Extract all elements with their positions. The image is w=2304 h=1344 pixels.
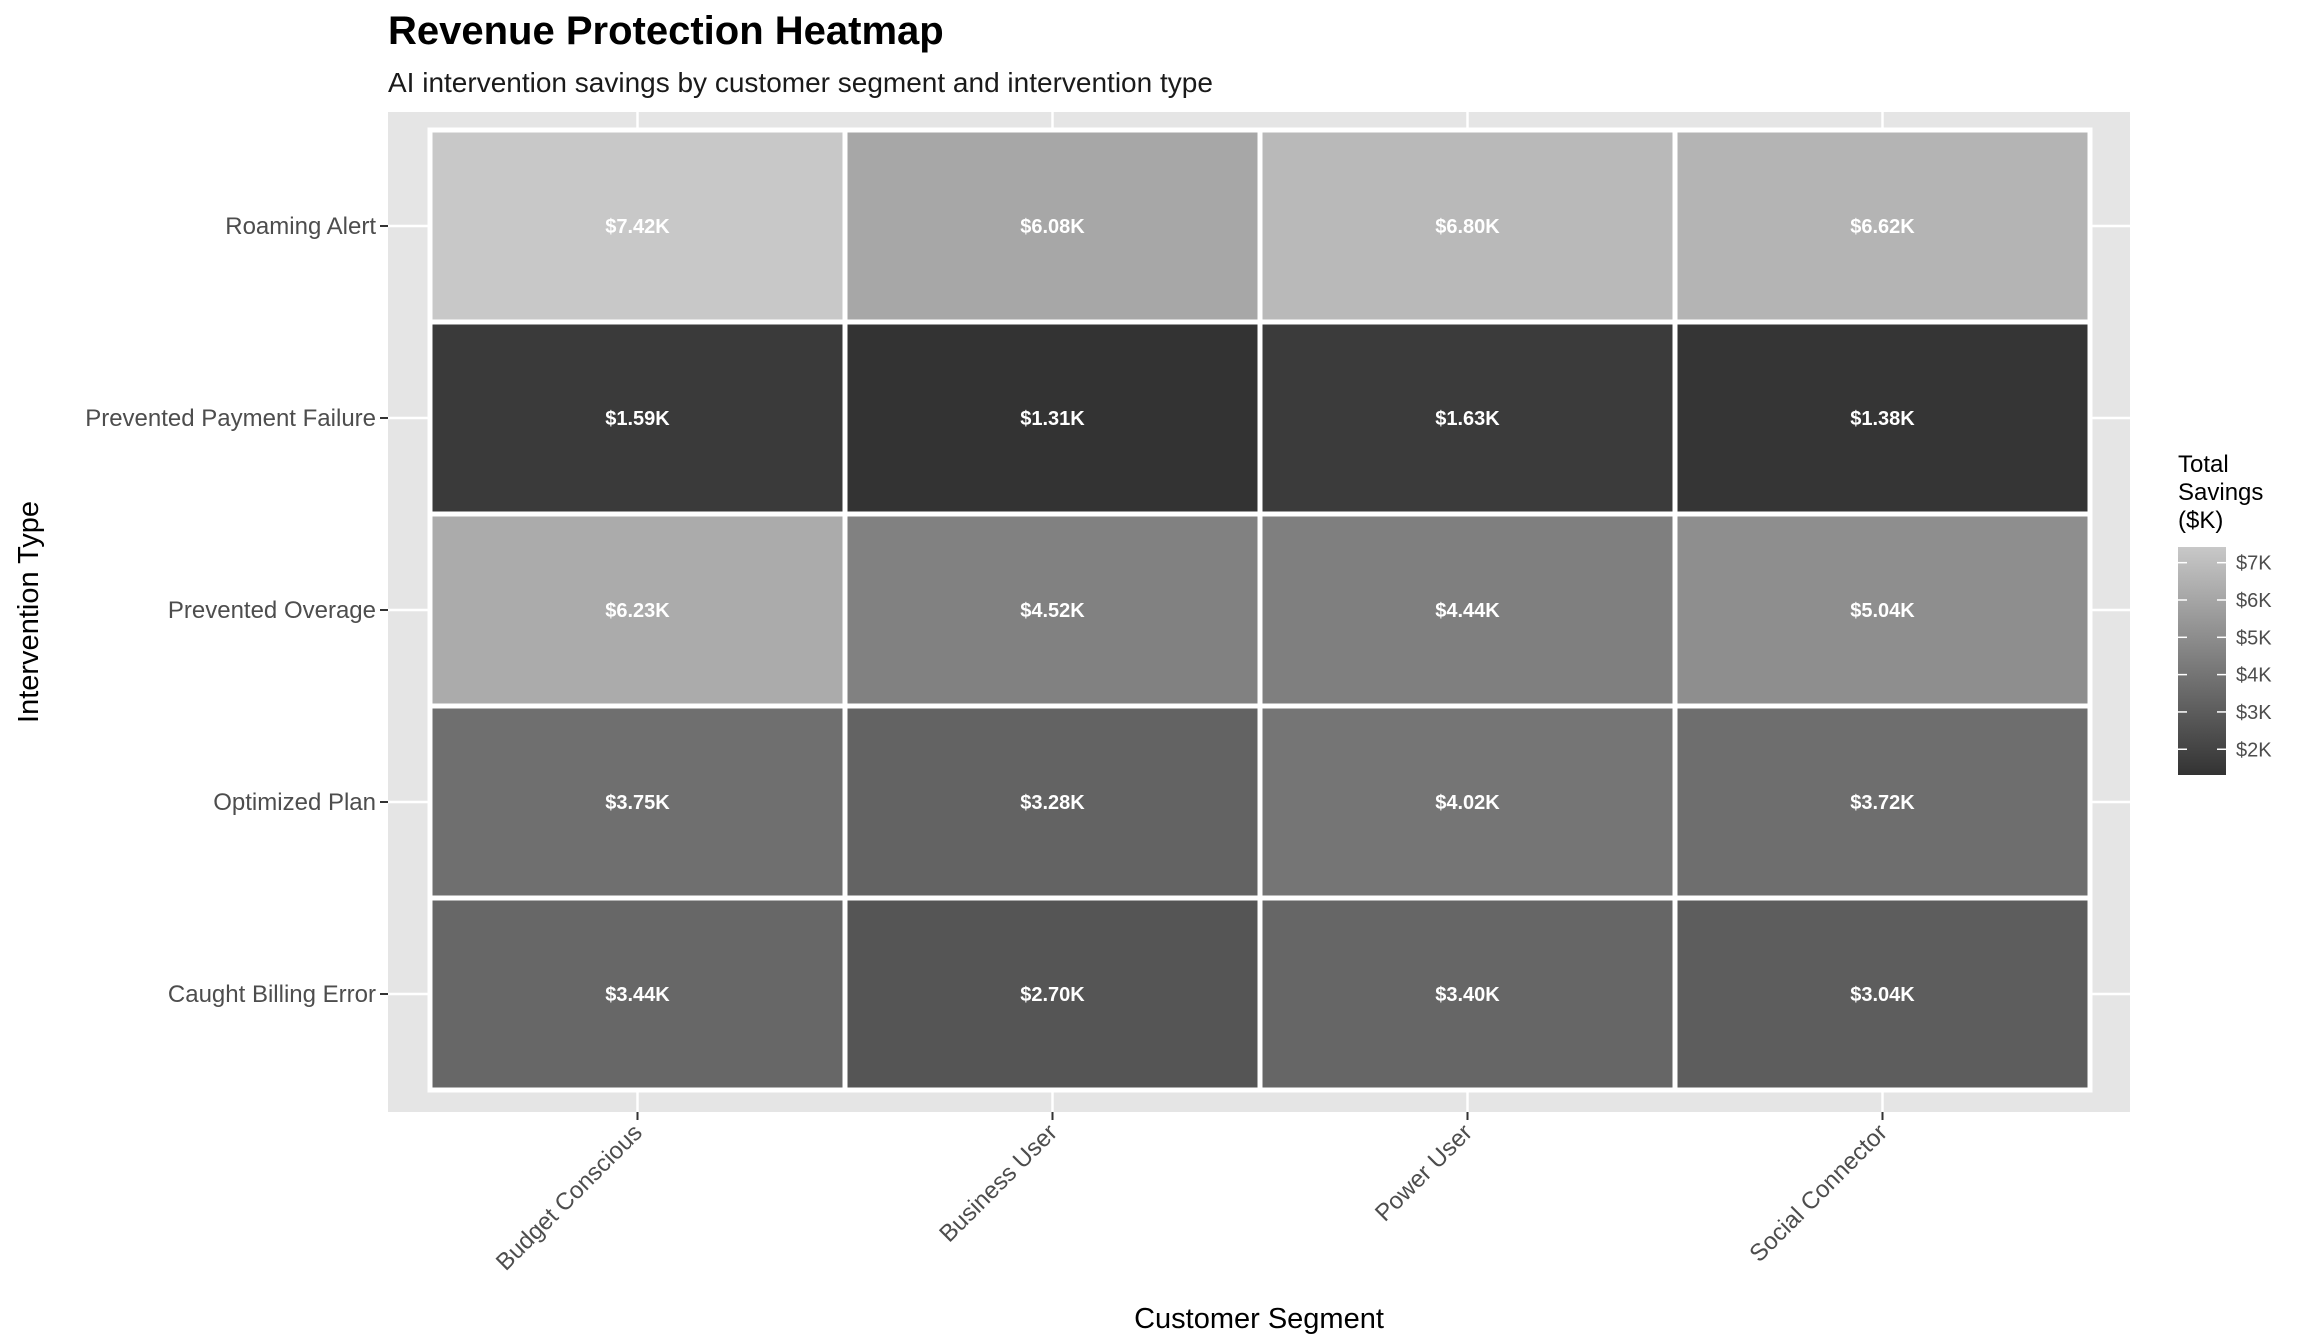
legend-ticks: $2K $3K $4K $5K $6K $7K — [2178, 553, 2272, 761]
x-axis-title: Customer Segment — [1134, 1303, 1384, 1335]
legend-title-line-3: ($K) — [2178, 507, 2223, 534]
heatmap-cell — [1672, 127, 2093, 325]
cell-value-label: $4.02K — [1435, 792, 1500, 814]
heatmap-cells — [427, 127, 2093, 1093]
cell-value-label: $6.08K — [1020, 216, 1085, 238]
cell-value-label: $4.52K — [1020, 600, 1085, 622]
cell-value-label: $3.40K — [1435, 984, 1500, 1006]
cell-value-label: $4.44K — [1435, 600, 1500, 622]
legend-tick-label: $6K — [2236, 590, 2272, 612]
y-axis-title: Intervention Type — [13, 501, 45, 723]
heatmap-cell-labels: $7.42K $6.08K $6.80K $6.62K $1.59K $1.31K $1.6… — [605, 216, 1915, 1006]
cell-value-label: $1.38K — [1850, 408, 1915, 430]
cell-value-label: $5.04K — [1850, 600, 1915, 622]
cell-value-label: $1.59K — [605, 408, 670, 430]
cell-value-label: $6.23K — [605, 600, 670, 622]
heatmap-cell — [1672, 703, 2093, 901]
heatmap-cell — [427, 895, 848, 1093]
x-tick-label: Budget Conscious — [491, 1119, 648, 1276]
cell-value-label: $3.04K — [1850, 984, 1915, 1006]
legend-tick-label: $2K — [2236, 739, 2272, 761]
legend-tick-label: $5K — [2236, 627, 2272, 649]
heatmap-cell — [842, 127, 1263, 325]
y-tick-label: Prevented Payment Failure — [85, 405, 376, 432]
y-axis-ticks: Roaming Alert Prevented Payment Failure Pr… — [85, 213, 388, 1008]
chart-subtitle: AI intervention savings by customer segm… — [388, 67, 1213, 98]
x-tick-label: Business User — [934, 1119, 1063, 1248]
cell-value-label: $6.80K — [1435, 216, 1500, 238]
cell-value-label: $3.72K — [1850, 792, 1915, 814]
cell-value-label: $6.62K — [1850, 216, 1915, 238]
legend-tick-label: $4K — [2236, 665, 2272, 687]
x-tick-label: Power User — [1370, 1119, 1478, 1227]
chart-title: Revenue Protection Heatmap — [388, 9, 944, 53]
legend-tick-label: $7K — [2236, 553, 2272, 575]
legend: Total Savings ($K) $2K $3K $4K $5K $6K $7K — [2178, 451, 2272, 775]
y-tick-label: Prevented Overage — [168, 597, 376, 624]
heatmap-cell — [427, 127, 848, 325]
heatmap-cell — [1672, 895, 2093, 1093]
cell-value-label: $3.28K — [1020, 792, 1085, 814]
legend-tick-label: $3K — [2236, 702, 2272, 724]
cell-value-label: $2.70K — [1020, 984, 1085, 1006]
heatmap-cell — [842, 895, 1263, 1093]
legend-colorbar — [2178, 547, 2226, 775]
legend-title-line-2: Savings — [2178, 479, 2263, 506]
x-axis-ticks: Budget Conscious Business User Power User S… — [491, 1112, 1893, 1276]
heatmap-cell — [1257, 127, 1678, 325]
heatmap-cell — [1672, 511, 2093, 709]
heatmap-cell — [427, 511, 848, 709]
cell-value-label: $7.42K — [605, 216, 670, 238]
y-tick-label: Caught Billing Error — [168, 981, 376, 1008]
heatmap-cell — [1257, 319, 1678, 517]
heatmap-cell — [1672, 319, 2093, 517]
cell-value-label: $3.75K — [605, 792, 670, 814]
cell-value-label: $1.63K — [1435, 408, 1500, 430]
x-tick-label: Social Connector — [1744, 1119, 1892, 1267]
cell-value-label: $1.31K — [1020, 408, 1085, 430]
y-tick-label: Optimized Plan — [213, 789, 376, 816]
heatmap-cell — [1257, 511, 1678, 709]
legend-title-line-1: Total — [2178, 451, 2229, 478]
heatmap-cell — [842, 511, 1263, 709]
y-tick-label: Roaming Alert — [225, 213, 376, 240]
cell-value-label: $3.44K — [605, 984, 670, 1006]
